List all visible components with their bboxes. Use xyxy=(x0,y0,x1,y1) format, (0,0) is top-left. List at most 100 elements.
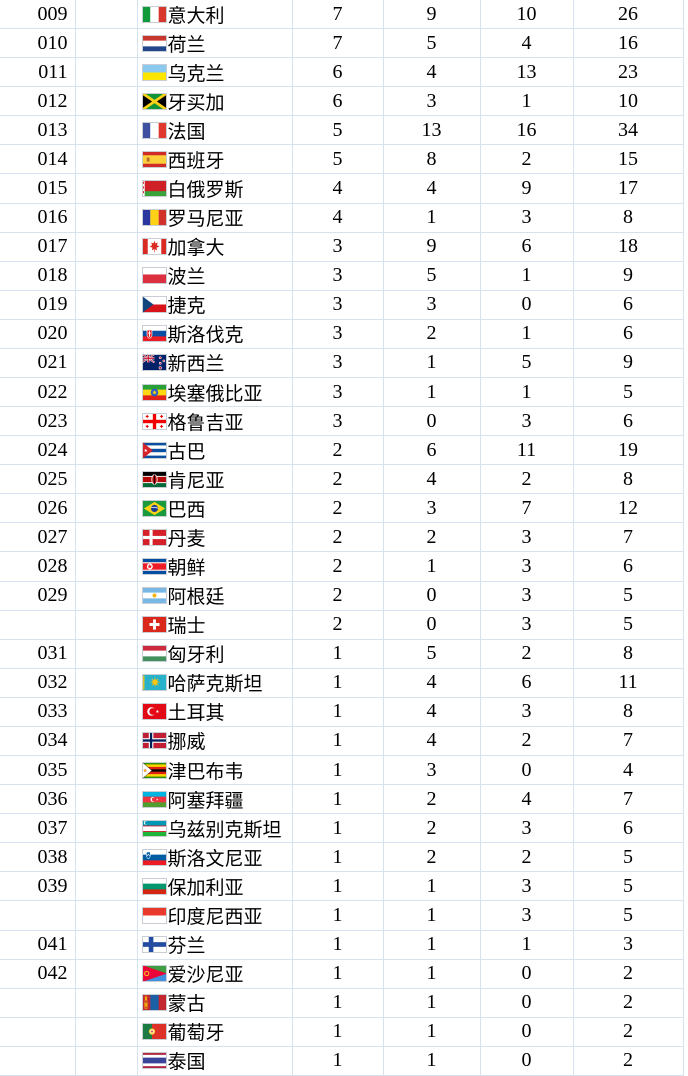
bronze-cell[interactable]: 5 xyxy=(479,347,574,379)
bronze-cell[interactable]: 1 xyxy=(479,260,574,291)
gold-cell[interactable]: 1 xyxy=(291,667,384,698)
total-cell[interactable]: 7 xyxy=(572,784,684,815)
total-cell[interactable]: 5 xyxy=(572,377,684,408)
rank-cell[interactable]: 019 xyxy=(0,289,76,320)
spacer-cell[interactable] xyxy=(74,347,138,379)
spacer-cell[interactable] xyxy=(74,522,138,553)
silver-cell[interactable]: 0 xyxy=(382,580,481,611)
rank-cell[interactable]: 033 xyxy=(0,696,76,727)
gold-cell[interactable]: 3 xyxy=(291,377,384,408)
country-cell[interactable]: 土耳其 xyxy=(136,696,293,727)
rank-cell[interactable]: 022 xyxy=(0,377,76,408)
silver-cell[interactable]: 6 xyxy=(382,435,481,466)
gold-cell[interactable]: 2 xyxy=(291,609,384,640)
spacer-cell[interactable] xyxy=(74,231,138,262)
country-cell[interactable]: 西班牙 xyxy=(136,144,293,175)
spacer-cell[interactable] xyxy=(74,900,138,931)
spacer-cell[interactable] xyxy=(74,57,138,88)
rank-cell[interactable]: 036 xyxy=(0,784,76,815)
country-cell[interactable]: 爱沙尼亚 xyxy=(136,958,293,989)
silver-cell[interactable]: 1 xyxy=(382,871,481,902)
silver-cell[interactable]: 2 xyxy=(382,813,481,844)
total-cell[interactable]: 8 xyxy=(572,638,684,669)
bronze-cell[interactable]: 0 xyxy=(479,958,574,989)
country-cell[interactable]: 乌克兰 xyxy=(136,57,293,88)
bronze-cell[interactable]: 16 xyxy=(479,115,574,146)
bronze-cell[interactable]: 2 xyxy=(479,725,574,757)
bronze-cell[interactable]: 3 xyxy=(479,871,574,902)
silver-cell[interactable]: 4 xyxy=(382,57,481,88)
gold-cell[interactable]: 4 xyxy=(291,202,384,233)
rank-cell[interactable]: 021 xyxy=(0,347,76,379)
silver-cell[interactable]: 3 xyxy=(382,755,481,786)
country-cell[interactable]: 捷克 xyxy=(136,289,293,320)
total-cell[interactable]: 19 xyxy=(572,435,684,466)
spacer-cell[interactable] xyxy=(74,725,138,757)
spacer-cell[interactable] xyxy=(74,871,138,902)
country-cell[interactable]: 斯洛伐克 xyxy=(136,318,293,349)
rank-cell[interactable]: 014 xyxy=(0,144,76,175)
gold-cell[interactable]: 1 xyxy=(291,696,384,727)
bronze-cell[interactable]: 9 xyxy=(479,173,574,204)
gold-cell[interactable]: 7 xyxy=(291,28,384,59)
country-cell[interactable]: 埃塞俄比亚 xyxy=(136,377,293,408)
bronze-cell[interactable]: 3 xyxy=(479,696,574,727)
rank-cell[interactable]: 039 xyxy=(0,871,76,902)
country-cell[interactable]: 芬兰 xyxy=(136,929,293,960)
spacer-cell[interactable] xyxy=(74,667,138,698)
spacer-cell[interactable] xyxy=(74,755,138,786)
silver-cell[interactable]: 1 xyxy=(382,987,481,1018)
bronze-cell[interactable]: 7 xyxy=(479,493,574,524)
bronze-cell[interactable]: 2 xyxy=(479,842,574,873)
rank-cell[interactable]: 016 xyxy=(0,202,76,233)
gold-cell[interactable]: 1 xyxy=(291,871,384,902)
silver-cell[interactable]: 1 xyxy=(382,900,481,931)
silver-cell[interactable]: 4 xyxy=(382,173,481,204)
spacer-cell[interactable] xyxy=(74,435,138,466)
silver-cell[interactable]: 5 xyxy=(382,28,481,59)
country-cell[interactable]: 葡萄牙 xyxy=(136,1016,293,1047)
gold-cell[interactable]: 1 xyxy=(291,1045,384,1076)
total-cell[interactable]: 2 xyxy=(572,987,684,1018)
bronze-cell[interactable]: 10 xyxy=(479,0,574,30)
spacer-cell[interactable] xyxy=(74,1045,138,1076)
country-cell[interactable]: 肯尼亚 xyxy=(136,464,293,495)
total-cell[interactable]: 2 xyxy=(572,1016,684,1047)
rank-cell[interactable]: 017 xyxy=(0,231,76,262)
gold-cell[interactable]: 1 xyxy=(291,813,384,844)
rank-cell[interactable] xyxy=(0,1016,76,1047)
gold-cell[interactable]: 2 xyxy=(291,464,384,495)
bronze-cell[interactable]: 0 xyxy=(479,987,574,1018)
spacer-cell[interactable] xyxy=(74,813,138,844)
silver-cell[interactable]: 0 xyxy=(382,406,481,437)
silver-cell[interactable]: 9 xyxy=(382,231,481,262)
total-cell[interactable]: 6 xyxy=(572,551,684,582)
total-cell[interactable]: 10 xyxy=(572,86,684,117)
rank-cell[interactable]: 041 xyxy=(0,929,76,960)
bronze-cell[interactable]: 6 xyxy=(479,667,574,698)
gold-cell[interactable]: 1 xyxy=(291,958,384,989)
rank-cell[interactable]: 020 xyxy=(0,318,76,349)
total-cell[interactable]: 5 xyxy=(572,842,684,873)
spacer-cell[interactable] xyxy=(74,86,138,117)
spacer-cell[interactable] xyxy=(74,784,138,815)
country-cell[interactable]: 哈萨克斯坦 xyxy=(136,667,293,698)
bronze-cell[interactable]: 0 xyxy=(479,1016,574,1047)
rank-cell[interactable]: 028 xyxy=(0,551,76,582)
total-cell[interactable]: 9 xyxy=(572,260,684,291)
silver-cell[interactable]: 9 xyxy=(382,0,481,30)
rank-cell[interactable] xyxy=(0,987,76,1018)
gold-cell[interactable]: 1 xyxy=(291,784,384,815)
total-cell[interactable]: 6 xyxy=(572,813,684,844)
spacer-cell[interactable] xyxy=(74,28,138,59)
gold-cell[interactable]: 1 xyxy=(291,755,384,786)
country-cell[interactable]: 匈牙利 xyxy=(136,638,293,669)
gold-cell[interactable]: 2 xyxy=(291,435,384,466)
silver-cell[interactable]: 5 xyxy=(382,260,481,291)
bronze-cell[interactable]: 13 xyxy=(479,57,574,88)
bronze-cell[interactable]: 1 xyxy=(479,377,574,408)
country-cell[interactable]: 巴西 xyxy=(136,493,293,524)
total-cell[interactable]: 15 xyxy=(572,144,684,175)
total-cell[interactable]: 6 xyxy=(572,406,684,437)
spacer-cell[interactable] xyxy=(74,318,138,349)
